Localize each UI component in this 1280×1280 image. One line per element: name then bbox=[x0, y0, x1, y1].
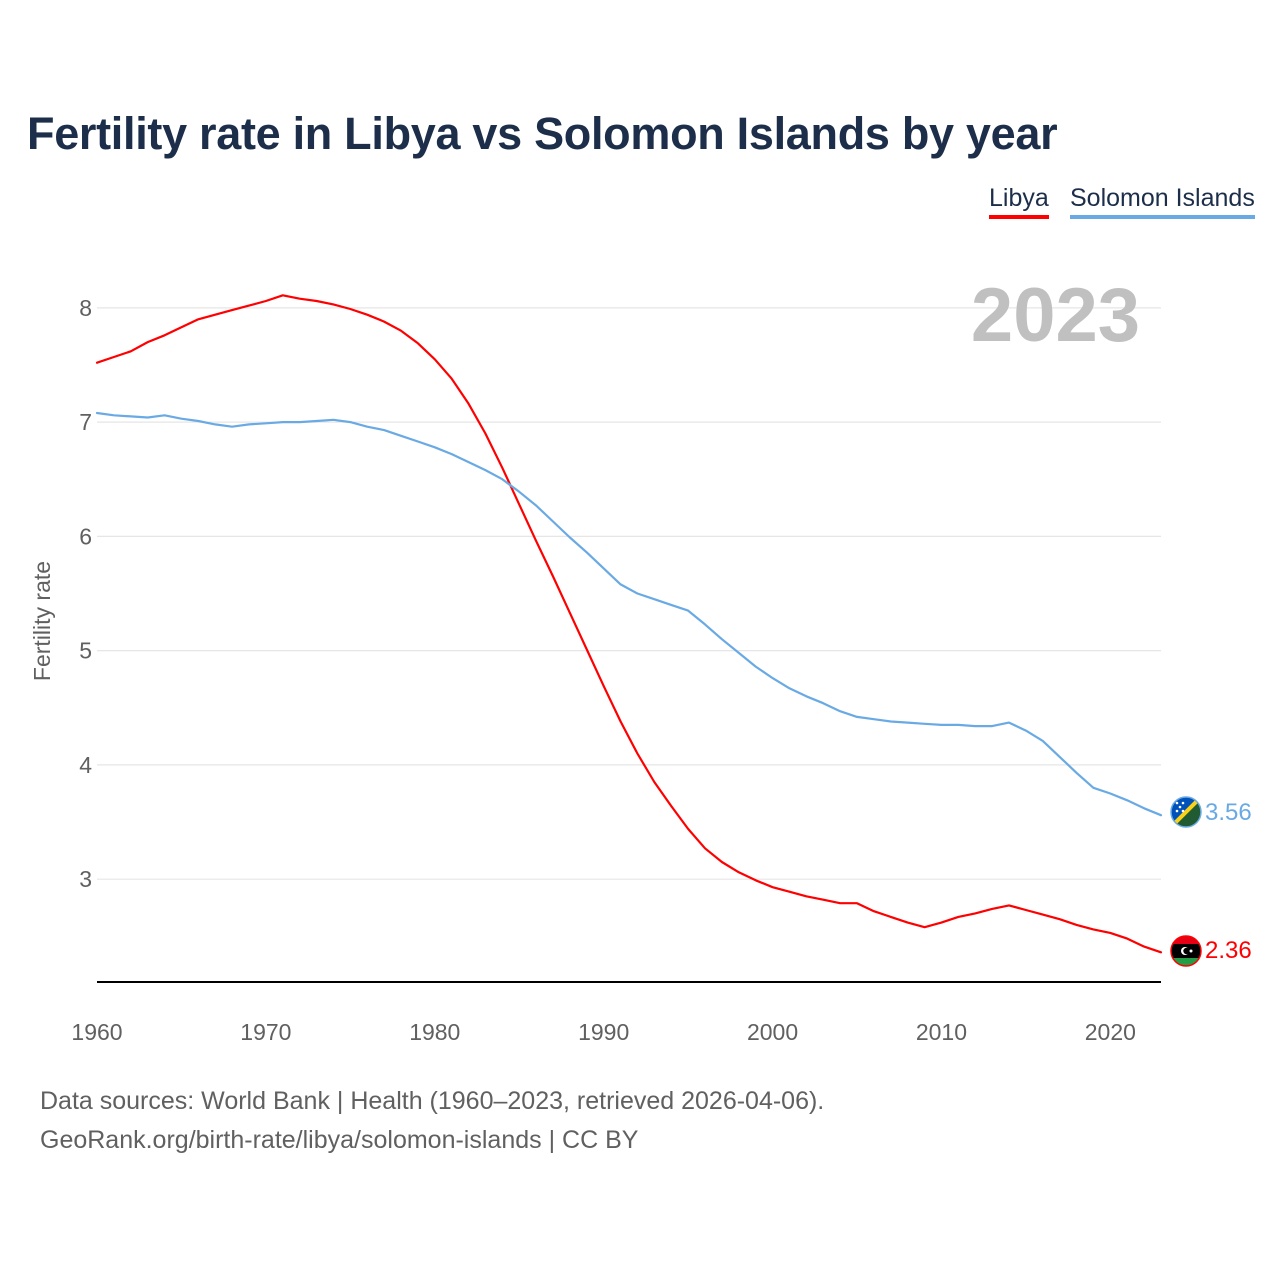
y-tick-label: 5 bbox=[79, 638, 92, 664]
x-tick-label: 1960 bbox=[71, 1019, 122, 1045]
y-tick-label: 3 bbox=[79, 866, 92, 892]
x-tick-label: 1980 bbox=[409, 1019, 460, 1045]
x-tick-label: 1970 bbox=[240, 1019, 291, 1045]
y-tick-label: 4 bbox=[79, 752, 92, 778]
legend-item-libya[interactable]: Libya bbox=[989, 184, 1049, 219]
solomon-islands-flag-icon bbox=[1170, 796, 1202, 828]
footer-source: Data sources: World Bank | Health (1960–… bbox=[40, 1087, 825, 1115]
legend-item-solomon-islands[interactable]: Solomon Islands bbox=[1070, 184, 1255, 219]
x-tick-label: 1990 bbox=[578, 1019, 629, 1045]
y-tick-label: 7 bbox=[79, 409, 92, 435]
chart-title: Fertility rate in Libya vs Solomon Islan… bbox=[27, 108, 1058, 159]
end-value-label-solomon-islands: 3.56 bbox=[1205, 799, 1252, 826]
year-watermark: 2023 bbox=[971, 273, 1140, 358]
y-tick-label: 6 bbox=[79, 523, 92, 549]
end-value-label-libya: 2.36 bbox=[1205, 937, 1252, 964]
y-tick-label: 8 bbox=[79, 295, 92, 321]
footer-attribution: GeoRank.org/birth-rate/libya/solomon-isl… bbox=[40, 1126, 639, 1154]
series-line-solomon-islands bbox=[95, 411, 1163, 817]
y-axis-title: Fertility rate bbox=[29, 561, 55, 681]
x-tick-label: 2010 bbox=[916, 1019, 967, 1045]
x-tick-label: 2000 bbox=[747, 1019, 798, 1045]
series-line-libya bbox=[95, 294, 1163, 954]
x-tick-label: 2020 bbox=[1085, 1019, 1136, 1045]
libya-flag-icon bbox=[1170, 935, 1202, 967]
